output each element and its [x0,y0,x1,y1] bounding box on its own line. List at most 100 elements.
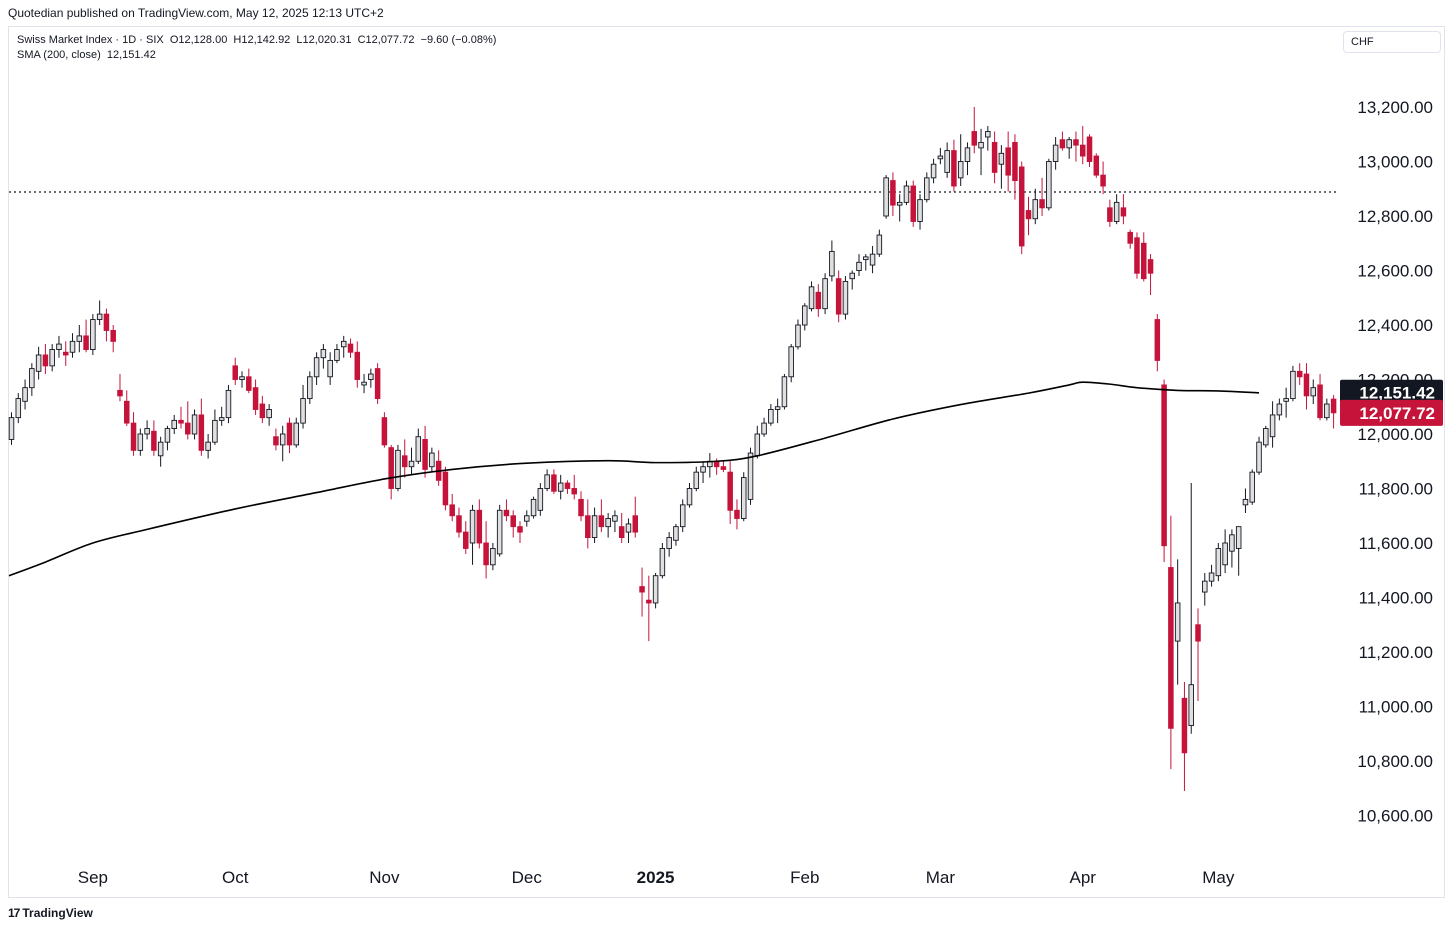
candle-body-up [876,234,883,255]
candle-body-up [937,155,944,160]
x-tick-label: 2025 [637,868,675,887]
candle-body-down [1039,199,1045,209]
x-tick-label: Nov [369,868,400,887]
x-tick-label: May [1202,868,1235,887]
candle-body-up [49,349,55,367]
candle [212,409,218,445]
candle [429,447,435,473]
candle [1283,387,1289,418]
candle-body-up [829,250,835,277]
candle [795,319,801,350]
candle-body-up [1283,398,1289,402]
candle-body-up [157,441,164,457]
x-tick-label: Mar [926,868,956,887]
candle [422,425,428,478]
candle [1073,131,1079,162]
candle-body-down [510,515,516,528]
currency-selector[interactable]: CHF [1343,31,1441,53]
candle [788,344,794,383]
candle-body-up [1066,139,1072,149]
candle-body-up [334,349,340,361]
candle [835,270,842,323]
candle [49,344,55,372]
candle [530,496,537,519]
candle-body-up [1235,526,1242,549]
symbol-info[interactable]: Swiss Market Index · 1D · SIX O12,128.00… [17,34,497,46]
candle-body-up [137,433,144,451]
candle-body-up [1242,498,1249,506]
candle [707,453,713,478]
candle-body-up [1208,572,1215,582]
candle [503,499,510,522]
candle [1317,374,1323,421]
candle [1195,608,1201,702]
candle [1032,188,1039,225]
candle-body-down [252,387,259,410]
candle-body-up [917,199,923,222]
y-tick-label: 12,800.00 [1357,207,1433,226]
sma-info[interactable]: SMA (200, close) 12,151.42 [17,49,156,61]
candle [910,180,916,227]
candle-body-up [896,201,903,206]
candle-body-up [761,422,767,435]
candle-body-up [1052,144,1059,162]
candle-body-down [1079,144,1086,157]
candle-body-up [1032,199,1039,220]
candle-body-down [1303,373,1310,397]
candle [625,518,632,543]
candle [1188,483,1194,734]
candle [157,436,164,467]
candle [605,513,611,538]
candle-body-up [90,319,96,350]
y-tick-label: 10,600.00 [1357,807,1433,826]
candle-body-down [1330,398,1337,414]
candle-body-down [1059,139,1066,149]
sma-price-badge-label: 12,151.42 [1359,384,1435,403]
candle-body-up [212,419,218,443]
candle [76,325,83,353]
candle [368,368,374,388]
candle-body-down [571,488,577,495]
candle [435,450,442,486]
candle [693,466,700,492]
y-tick-label: 10,800.00 [1357,752,1433,771]
candle-body-up [1046,161,1052,209]
candle-body-down [1161,384,1167,547]
candle-body-up [1324,403,1330,419]
candle-body-down [476,509,483,544]
candle-body-up [408,460,415,468]
candle-body-down [83,335,89,350]
candle [307,371,313,405]
candle-body-down [1296,370,1303,378]
candle [300,384,306,429]
candle-body-up [1249,471,1255,503]
candle [578,491,584,522]
candle-body-down [971,131,978,146]
candle-body-down [517,526,523,533]
x-tick-label: Oct [222,868,249,887]
candle-body-up [144,428,150,435]
candle [232,357,238,385]
candles-layer [8,107,1337,791]
candle-body-up [69,340,76,353]
candle [1018,161,1025,255]
candle [1147,254,1154,296]
candle [1324,398,1330,421]
candle-body-up [747,452,754,500]
candle [117,374,123,402]
candle [903,180,910,206]
candle [42,344,49,375]
candle-body-up [985,131,991,138]
candle [1066,136,1072,159]
candle [537,483,544,516]
candle [103,308,110,342]
candle [334,344,340,364]
candle [937,147,944,165]
candle [930,158,937,184]
candle-body-down [273,436,279,446]
candle-body-up [530,498,537,517]
candle [1039,177,1045,216]
tradingview-footer[interactable]: 17 TradingView [8,906,93,920]
candle-body-up [754,433,761,457]
